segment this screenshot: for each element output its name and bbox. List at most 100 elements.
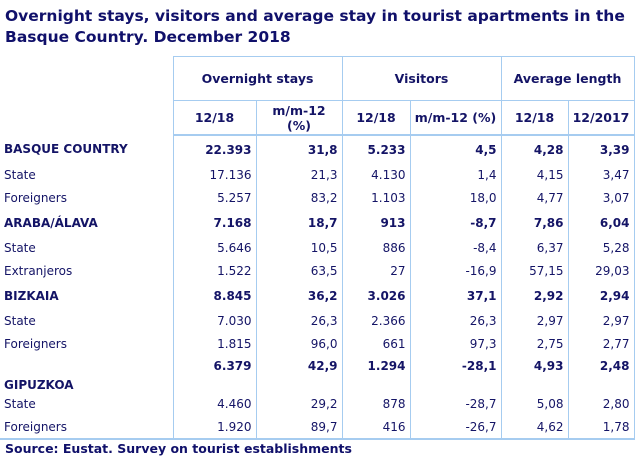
table-row: Extranjeros 1.522 63,5 27 -16,9 57,15 29,03 [0, 259, 635, 282]
cell-value: 4,62 [500, 415, 569, 440]
cell-value: 4,93 [500, 355, 569, 392]
cell-value: 886 [341, 236, 411, 259]
cell-value: 17.136 [172, 163, 257, 186]
cell-value: 26,3 [255, 309, 343, 332]
cell-value: 18,7 [255, 209, 343, 236]
row-label: ARABA/ÁLAVA [0, 209, 174, 236]
cell-value: 83,2 [255, 186, 343, 209]
cell-value: 7.030 [172, 309, 257, 332]
cell-value: 89,7 [255, 415, 343, 440]
subheader: m/m-12 (%) [409, 100, 502, 136]
cell-value: 913 [341, 209, 411, 236]
cell-value: 4,15 [500, 163, 569, 186]
cell-value: 97,3 [409, 332, 502, 355]
cell-value: 2,48 [567, 355, 635, 392]
subheader: m/m-12 (%) [255, 100, 343, 136]
cell-value: 8.845 [172, 282, 257, 309]
cell-value: 4.130 [341, 163, 411, 186]
cell-value: -16,9 [409, 259, 502, 282]
cell-value: 5.257 [172, 186, 257, 209]
cell-value: 6.379 [172, 355, 257, 392]
row-label: Foreigners [0, 332, 174, 355]
table-row: BASQUE COUNTRY 22.393 31,8 5.233 4,5 4,28 3,39 [0, 135, 635, 163]
table-row: ARABA/ÁLAVA 7.168 18,7 913 -8,7 7,86 6,04 [0, 209, 635, 236]
cell-value: 2,94 [567, 282, 635, 309]
data-table: Overnight stays Visitors Average length … [0, 56, 635, 440]
cell-value: 57,15 [500, 259, 569, 282]
cell-value: 7.168 [172, 209, 257, 236]
cell-value: 1.920 [172, 415, 257, 440]
table-row: Foreigners 1.815 96,0 661 97,3 2,75 2,77 [0, 332, 635, 355]
cell-value: 10,5 [255, 236, 343, 259]
cell-value: 5,28 [567, 236, 635, 259]
cell-value: 2.366 [341, 309, 411, 332]
row-label: Extranjeros [0, 259, 174, 282]
cell-value: 4.460 [172, 392, 257, 415]
cell-value: 878 [341, 392, 411, 415]
cell-value: 1,78 [567, 415, 635, 440]
table-row: State 5.646 10,5 886 -8,4 6,37 5,28 [0, 236, 635, 259]
cell-value: 63,5 [255, 259, 343, 282]
cell-value: 3,07 [567, 186, 635, 209]
row-label: State [0, 309, 174, 332]
subheader: 12/18 [172, 100, 257, 136]
cell-value: 7,86 [500, 209, 569, 236]
table-row: State 17.136 21,3 4.130 1,4 4,15 3,47 [0, 163, 635, 186]
page-title: Overnight stays, visitors and average st… [5, 7, 625, 46]
cell-value: 6,04 [567, 209, 635, 236]
row-label: State [0, 392, 174, 415]
cell-value: 2,80 [567, 392, 635, 415]
header-average-length: Average length [500, 56, 635, 101]
table-row: Foreigners 1.920 89,7 416 -26,7 4,62 1,78 [0, 415, 635, 440]
cell-value: 3,39 [567, 135, 635, 163]
cell-value: 2,97 [567, 309, 635, 332]
cell-value: 1.522 [172, 259, 257, 282]
row-label: BIZKAIA [0, 282, 174, 309]
header-overnight-stays: Overnight stays [172, 56, 343, 101]
cell-value: 37,1 [409, 282, 502, 309]
cell-value: 1,4 [409, 163, 502, 186]
cell-value: 29,03 [567, 259, 635, 282]
row-label: Foreigners [0, 186, 174, 209]
cell-value: 4,77 [500, 186, 569, 209]
subheader: 12/18 [500, 100, 569, 136]
cell-value: 4,28 [500, 135, 569, 163]
table-row: BIZKAIA 8.845 36,2 3.026 37,1 2,92 2,94 [0, 282, 635, 309]
row-label: BASQUE COUNTRY [0, 135, 174, 163]
cell-value: 2,75 [500, 332, 569, 355]
row-label: State [0, 236, 174, 259]
source-note: Source: Eustat. Survey on tourist establ… [5, 441, 352, 456]
cell-value: -8,7 [409, 209, 502, 236]
cell-value: -28,1 [409, 355, 502, 392]
cell-value: 27 [341, 259, 411, 282]
corner-cell [0, 57, 173, 136]
cell-value: 5.646 [172, 236, 257, 259]
cell-value: -26,7 [409, 415, 502, 440]
cell-value: 2,77 [567, 332, 635, 355]
cell-value: 96,0 [255, 332, 343, 355]
cell-value: 36,2 [255, 282, 343, 309]
cell-value: -8,4 [409, 236, 502, 259]
row-label: State [0, 163, 174, 186]
table-row: Foreigners 5.257 83,2 1.103 18,0 4,77 3,07 [0, 186, 635, 209]
row-label: Foreigners [0, 415, 174, 440]
cell-value: 3.026 [341, 282, 411, 309]
cell-value: -28,7 [409, 392, 502, 415]
header-visitors: Visitors [341, 56, 502, 101]
cell-value: 416 [341, 415, 411, 440]
cell-value: 3,47 [567, 163, 635, 186]
subheader: 12/2017 [567, 100, 635, 136]
cell-value: 26,3 [409, 309, 502, 332]
cell-value: 29,2 [255, 392, 343, 415]
cell-value: 2,97 [500, 309, 569, 332]
row-label: GIPUZKOA [0, 355, 174, 392]
cell-value: 5,08 [500, 392, 569, 415]
subheader: 12/18 [341, 100, 411, 136]
cell-value: 1.294 [341, 355, 411, 392]
cell-value: 18,0 [409, 186, 502, 209]
cell-value: 661 [341, 332, 411, 355]
table-row: State 7.030 26,3 2.366 26,3 2,97 2,97 [0, 309, 635, 332]
cell-value: 1.815 [172, 332, 257, 355]
cell-value: 22.393 [172, 135, 257, 163]
table-row: GIPUZKOA 6.379 42,9 1.294 -28,1 4,93 2,48 [0, 355, 635, 392]
